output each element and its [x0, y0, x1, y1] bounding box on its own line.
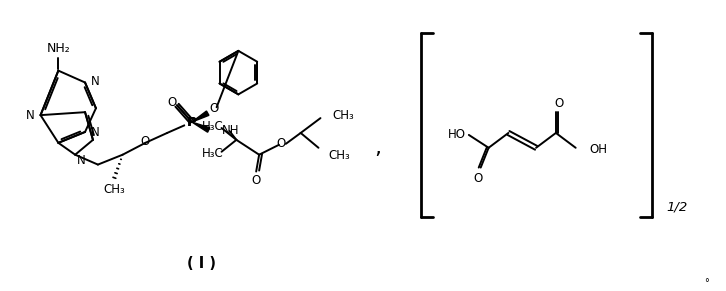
Text: °: °: [704, 278, 709, 288]
Polygon shape: [192, 111, 209, 122]
Text: CH₃: CH₃: [104, 183, 126, 196]
Text: O: O: [141, 135, 150, 148]
Text: O: O: [251, 174, 261, 187]
Text: HO: HO: [448, 128, 466, 141]
Text: H₃C: H₃C: [202, 147, 224, 160]
Text: N: N: [26, 109, 35, 122]
Text: P: P: [187, 116, 197, 129]
Text: O: O: [554, 97, 563, 110]
Text: CH₃: CH₃: [333, 109, 354, 122]
Text: ,: ,: [375, 138, 381, 158]
Text: N: N: [91, 75, 99, 88]
Text: N: N: [91, 127, 99, 139]
Text: OH: OH: [590, 143, 608, 156]
Text: NH: NH: [221, 125, 239, 137]
Text: CH₃: CH₃: [328, 149, 350, 162]
Text: P: P: [187, 116, 197, 129]
Text: ( I ): ( I ): [187, 256, 216, 271]
Polygon shape: [192, 122, 210, 132]
Text: H₃C: H₃C: [202, 120, 224, 132]
Text: O: O: [209, 102, 219, 115]
Text: O: O: [168, 96, 176, 109]
Text: 1/2: 1/2: [666, 200, 688, 214]
Text: NH₂: NH₂: [46, 42, 70, 55]
Circle shape: [185, 115, 199, 129]
Text: N: N: [77, 154, 86, 167]
Text: O: O: [277, 137, 285, 150]
Text: O: O: [473, 172, 482, 185]
